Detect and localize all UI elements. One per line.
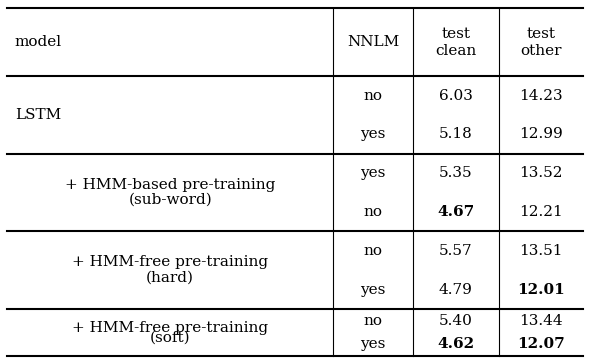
Text: no: no: [363, 314, 383, 328]
Text: no: no: [363, 205, 383, 219]
Text: LSTM: LSTM: [15, 108, 61, 122]
Text: yes: yes: [360, 127, 386, 141]
Text: 5.35: 5.35: [439, 166, 473, 180]
Text: yes: yes: [360, 337, 386, 351]
Text: 5.40: 5.40: [439, 314, 473, 328]
Text: yes: yes: [360, 166, 386, 180]
Text: no: no: [363, 244, 383, 258]
Text: test
clean: test clean: [435, 27, 476, 58]
Text: 4.62: 4.62: [437, 337, 474, 351]
Text: 13.44: 13.44: [519, 314, 562, 328]
Text: 4.79: 4.79: [439, 283, 473, 297]
Text: 14.23: 14.23: [519, 89, 562, 103]
Text: yes: yes: [360, 283, 386, 297]
Text: (sub-word): (sub-word): [129, 193, 212, 207]
Text: 5.57: 5.57: [439, 244, 473, 258]
Text: 12.99: 12.99: [519, 127, 563, 141]
Text: 13.51: 13.51: [519, 244, 562, 258]
Text: + HMM-free pre-training: + HMM-free pre-training: [72, 256, 268, 269]
Text: NNLM: NNLM: [347, 35, 399, 49]
Text: no: no: [363, 89, 383, 103]
Text: test
other: test other: [520, 27, 562, 58]
Text: 6.03: 6.03: [439, 89, 473, 103]
Text: (hard): (hard): [146, 271, 194, 285]
Text: + HMM-free pre-training: + HMM-free pre-training: [72, 321, 268, 335]
Text: (soft): (soft): [150, 331, 191, 344]
Text: 4.67: 4.67: [437, 205, 474, 219]
Text: 12.01: 12.01: [517, 283, 565, 297]
Text: model: model: [15, 35, 62, 49]
Text: 12.21: 12.21: [519, 205, 563, 219]
Text: + HMM-based pre-training: + HMM-based pre-training: [65, 178, 276, 191]
Text: 13.52: 13.52: [519, 166, 562, 180]
Text: 5.18: 5.18: [439, 127, 473, 141]
Text: 12.07: 12.07: [517, 337, 565, 351]
